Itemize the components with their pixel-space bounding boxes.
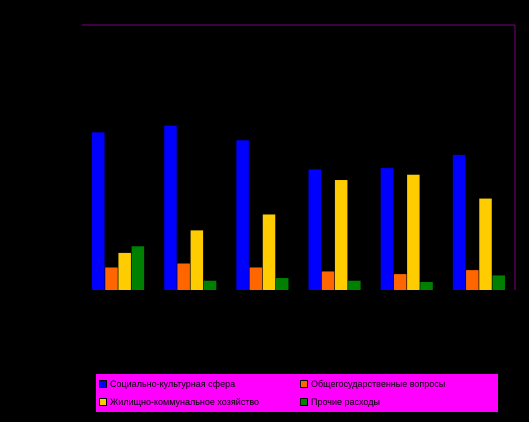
bar-general-2 (177, 263, 190, 290)
legend-swatch-social (99, 380, 107, 388)
legend-item-general: Общегосударственные вопросы (300, 377, 445, 391)
bar-housing-5 (407, 174, 420, 290)
bar-group (92, 125, 505, 291)
legend-label-social: Социально-культурная сфера (110, 379, 236, 389)
bar-social-1 (92, 132, 105, 290)
bar-other-3 (275, 278, 289, 290)
bar-other-1 (131, 246, 145, 290)
legend-swatch-other (300, 398, 308, 406)
legend-label-general: Общегосударственные вопросы (311, 379, 446, 389)
legend-label-other: Прочие расходы (311, 397, 380, 407)
bar-general-1 (105, 267, 118, 290)
bar-social-2 (164, 125, 177, 290)
bar-other-2 (203, 280, 217, 290)
legend: Социально-культурная сфера Общегосударст… (96, 374, 498, 412)
bar-other-6 (492, 275, 505, 290)
bar-social-4 (308, 169, 322, 290)
legend-swatch-general (300, 380, 308, 388)
bar-social-5 (380, 168, 394, 290)
bar-general-6 (466, 270, 479, 291)
legend-item-other: Прочие расходы (300, 395, 380, 409)
legend-label-housing: Жилищно-коммунальное хозяйство (110, 397, 260, 407)
bar-housing-3 (262, 214, 276, 290)
legend-item-social: Социально-культурная сфера (99, 377, 235, 391)
bar-other-4 (348, 280, 361, 290)
bar-other-5 (420, 282, 433, 290)
legend-swatch-housing (99, 398, 107, 406)
bar-social-6 (452, 154, 466, 290)
legend-item-housing: Жилищно-коммунальное хозяйство (99, 395, 259, 409)
bar-social-3 (236, 140, 249, 290)
bar-housing-1 (118, 252, 131, 290)
bar-housing-4 (334, 180, 348, 290)
bar-housing-2 (190, 230, 204, 291)
bar-housing-6 (479, 198, 492, 290)
bar-general-4 (321, 271, 335, 290)
bar-general-3 (249, 267, 263, 290)
plot-frame (82, 24, 516, 290)
bar-general-5 (393, 274, 407, 290)
